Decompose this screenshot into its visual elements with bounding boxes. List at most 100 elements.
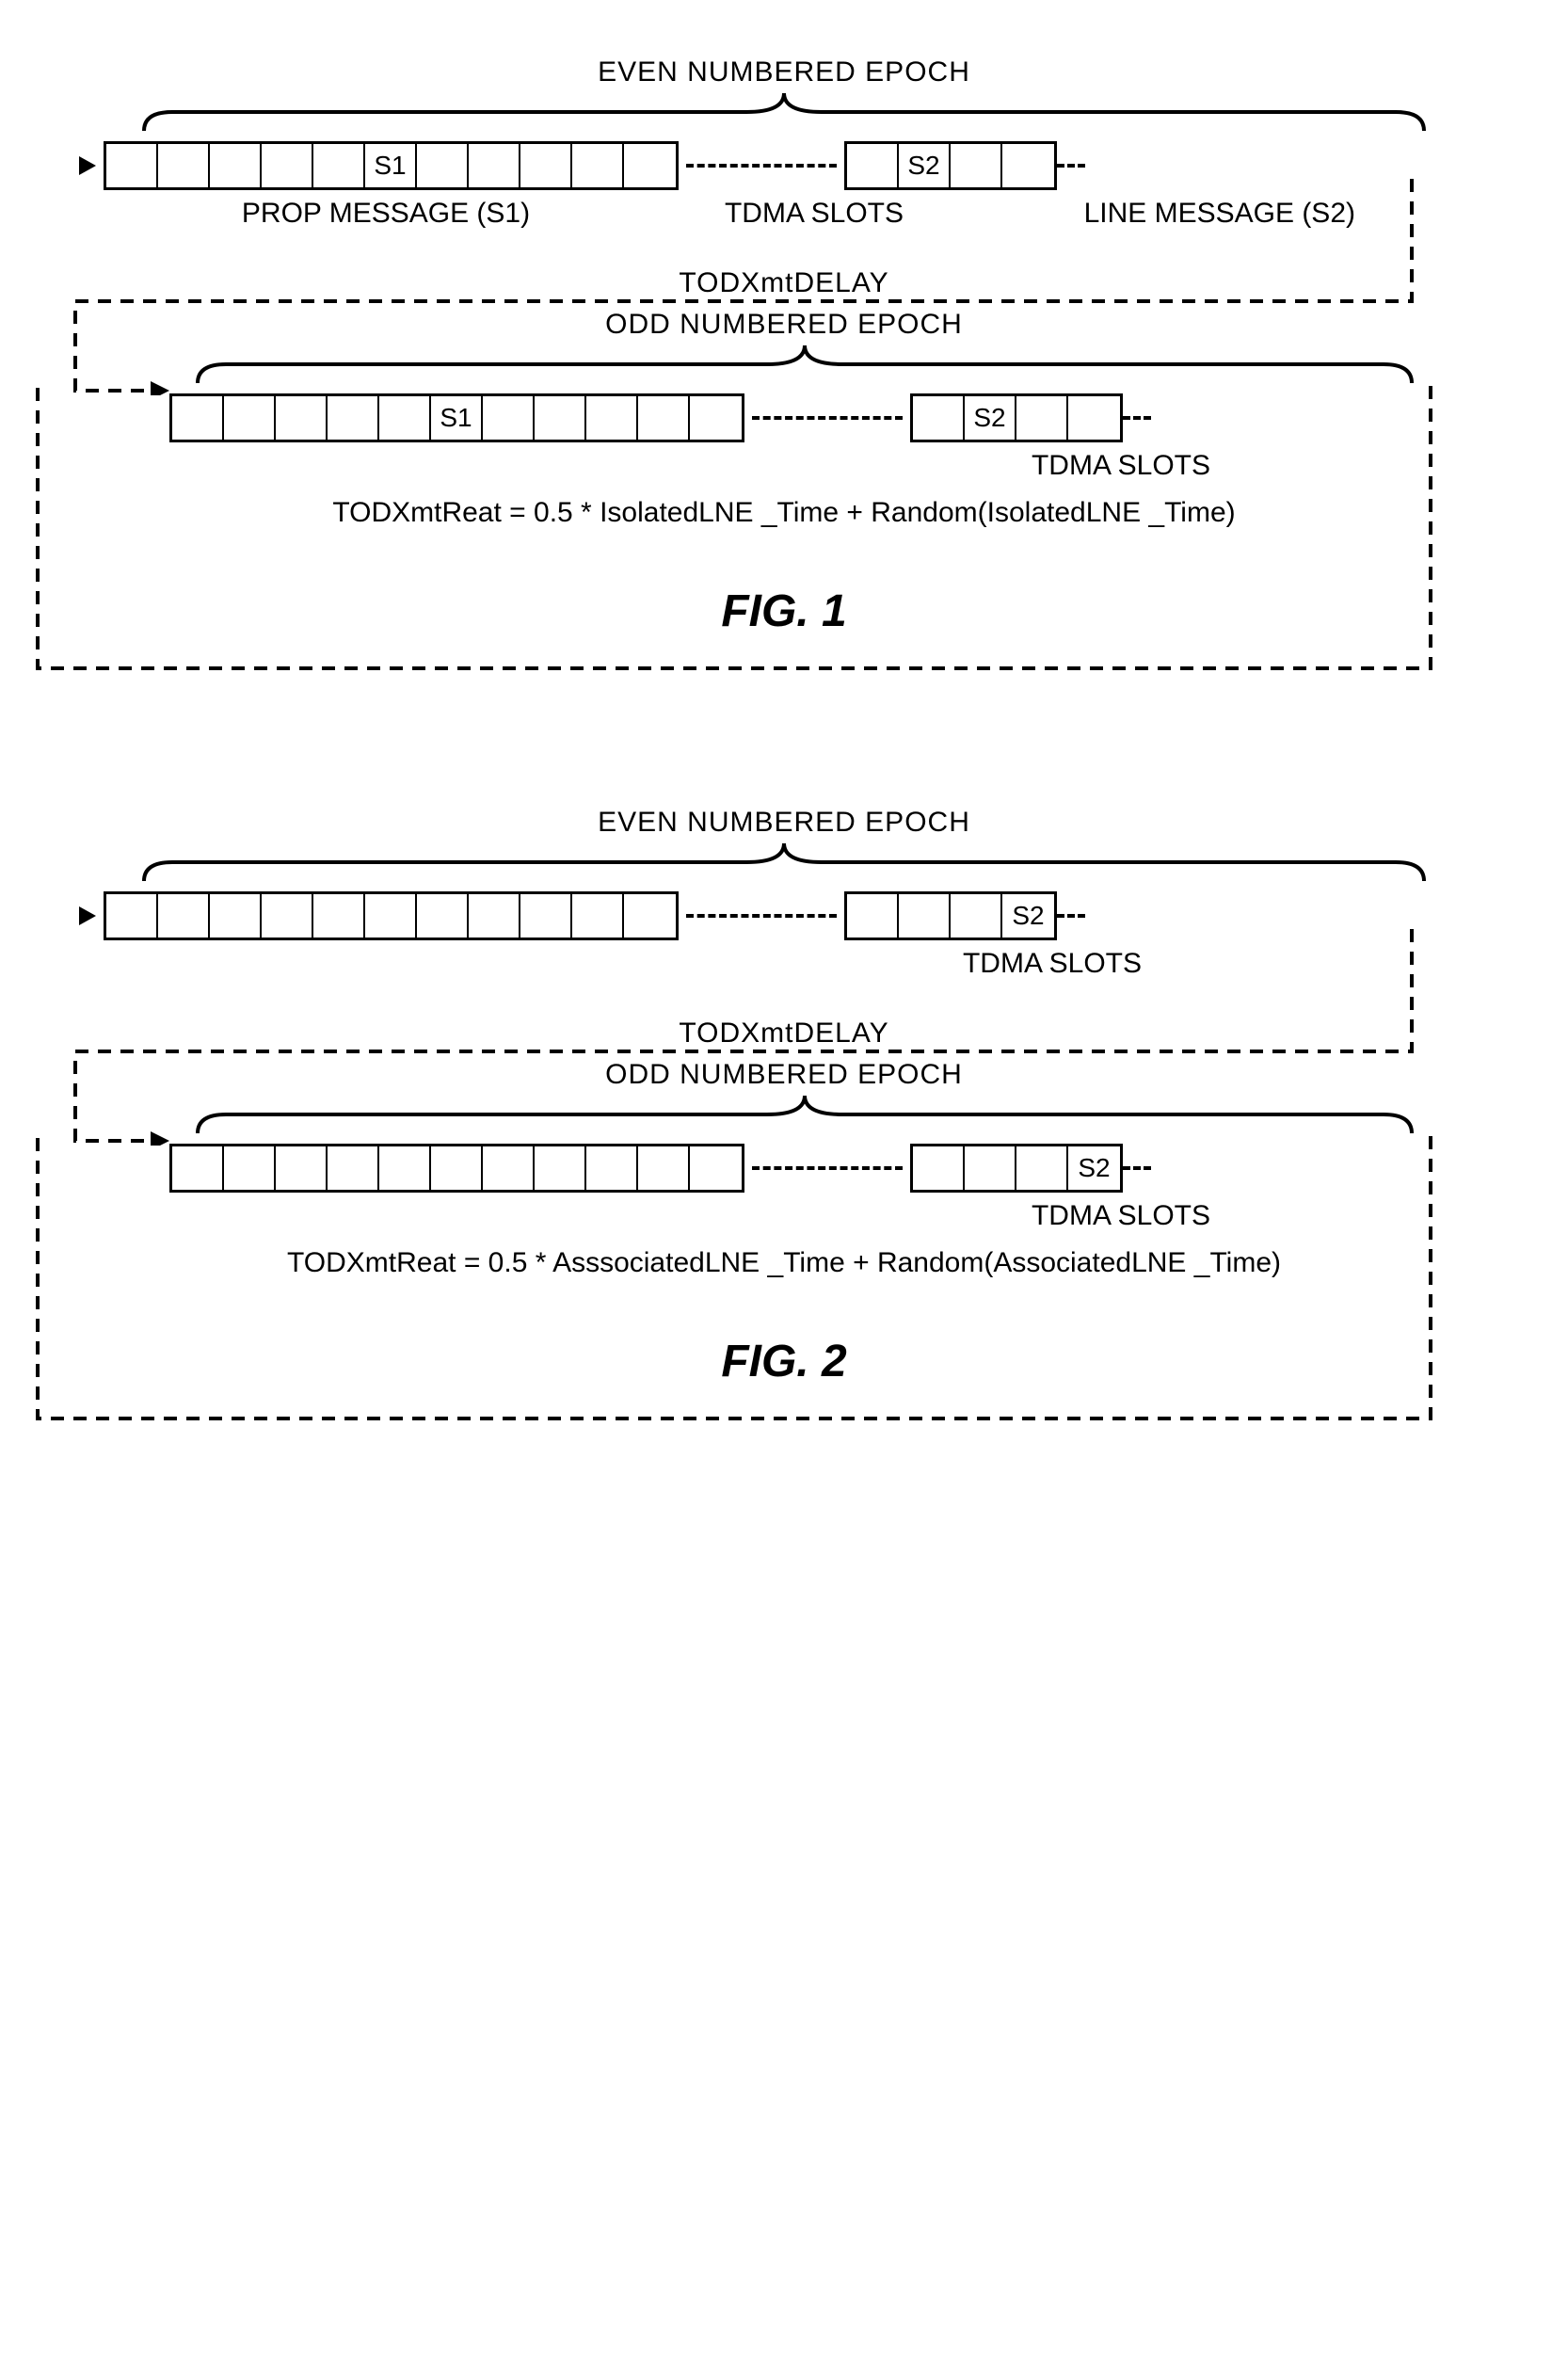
tdma-slot [224,396,276,440]
tdma-slot [172,1146,224,1190]
row-end-dash [1057,914,1085,918]
brace-even [135,88,1433,136]
even-slots-right: S2 [844,141,1057,190]
tdma-slot [913,1146,965,1190]
tdma-slot [313,144,365,187]
tdma-slot [262,144,313,187]
even-epoch-label: EVEN NUMBERED EPOCH [75,56,1493,88]
tdma-slot [469,894,520,938]
tdma-slot [106,144,158,187]
figure-2: EVEN NUMBERED EPOCH S2 TDMA SLOTS TODXmt… [75,807,1493,1387]
tdma-slot [210,144,262,187]
tdma-slot [586,1146,638,1190]
odd-row: S1 S2 [169,393,1493,442]
line-label: LINE MESSAGE (S2) [998,198,1355,230]
odd-below-labels: TDMA SLOTS [169,450,1493,482]
tdma-slot [276,1146,328,1190]
even-below-labels-2: TDMA SLOTS [104,948,1493,980]
tdma-slot [535,396,586,440]
even-gap [686,164,837,168]
tdma-slot [624,894,676,938]
odd-epoch-label-2: ODD NUMBERED EPOCH [75,1059,1493,1091]
tdma-slot: S2 [899,144,951,187]
tdma-slot [262,894,313,938]
even-slots-left: S1 [104,141,679,190]
tdma-label-1: TDMA SLOTS [687,198,941,230]
prop-label: PROP MESSAGE (S1) [104,198,668,230]
formula-2: TODXmtReat = 0.5 * AsssociatedLNE _Time … [75,1247,1493,1279]
tdma-slot [210,894,262,938]
tdma-slot [1016,396,1068,440]
row-end-dash [1057,164,1085,168]
odd-gap-2 [752,1166,903,1170]
odd-slots-right: S2 [910,393,1123,442]
tdma-slot [158,144,210,187]
odd-slots-left: S1 [169,393,744,442]
odd-slots-left-2 [169,1144,744,1193]
tdma-slot [638,1146,690,1190]
odd-slots-right-2: S2 [910,1144,1123,1193]
tdma-slot: S2 [965,396,1016,440]
tdma-label-3: TDMA SLOTS [925,948,1179,980]
tdma-slot [586,396,638,440]
tdma-slot [106,894,158,938]
tdma-slot [690,396,742,440]
tdma-slot [328,396,379,440]
tdma-slot [572,894,624,938]
brace-odd [188,341,1421,388]
tod-delay-label: TODXmtDELAY [75,267,1493,299]
tdma-slot [365,894,417,938]
even-below-labels: PROP MESSAGE (S1) TDMA SLOTS LINE MESSAG… [104,198,1493,230]
even-gap-2 [686,914,837,918]
tdma-slot [913,396,965,440]
tdma-slot [899,894,951,938]
tdma-label-2: TDMA SLOTS [994,450,1248,482]
tdma-slot [276,396,328,440]
odd-row-2: S2 [169,1144,1493,1193]
tdma-slot [417,144,469,187]
tdma-slot [158,894,210,938]
tdma-slot [417,894,469,938]
tdma-slot: S1 [431,396,483,440]
tdma-slot [951,894,1002,938]
tdma-slot [483,396,535,440]
tdma-slot [535,1146,586,1190]
tdma-slot [431,1146,483,1190]
tdma-slot [379,1146,431,1190]
tdma-slot [847,894,899,938]
brace-odd-2 [188,1091,1421,1138]
tdma-slot [328,1146,379,1190]
tdma-slot [1016,1146,1068,1190]
figure-1: EVEN NUMBERED EPOCH S1 S2 PROP MESSAGE (… [75,56,1493,637]
tdma-label-4: TDMA SLOTS [994,1200,1248,1232]
tdma-slot [951,144,1002,187]
tdma-slot [1002,144,1054,187]
row-end-dash [1123,1166,1151,1170]
tdma-slot [313,894,365,938]
even-slots-left-2 [104,891,679,940]
tdma-slot [690,1146,742,1190]
fig-caption: FIG. 1 [75,585,1493,637]
tdma-slot [520,894,572,938]
even-epoch-label-2: EVEN NUMBERED EPOCH [75,807,1493,839]
tod-delay-label-2: TODXmtDELAY [75,1018,1493,1050]
odd-below-labels-2: TDMA SLOTS [169,1200,1493,1232]
tdma-slot [483,1146,535,1190]
fig-caption-2: FIG. 2 [75,1336,1493,1387]
tdma-slot [224,1146,276,1190]
odd-gap [752,416,903,420]
tdma-slot [847,144,899,187]
tdma-slot [1068,396,1120,440]
tdma-slot [965,1146,1016,1190]
formula: TODXmtReat = 0.5 * IsolatedLNE _Time + R… [75,497,1493,529]
tdma-slot: S2 [1068,1146,1120,1190]
tdma-slot [379,396,431,440]
brace-even-2 [135,839,1433,886]
tdma-slot [469,144,520,187]
tdma-slot [572,144,624,187]
even-slots-right-2: S2 [844,891,1057,940]
tdma-slot: S1 [365,144,417,187]
even-row-2: S2 [104,891,1493,940]
tdma-slot [624,144,676,187]
row-end-dash [1123,416,1151,420]
